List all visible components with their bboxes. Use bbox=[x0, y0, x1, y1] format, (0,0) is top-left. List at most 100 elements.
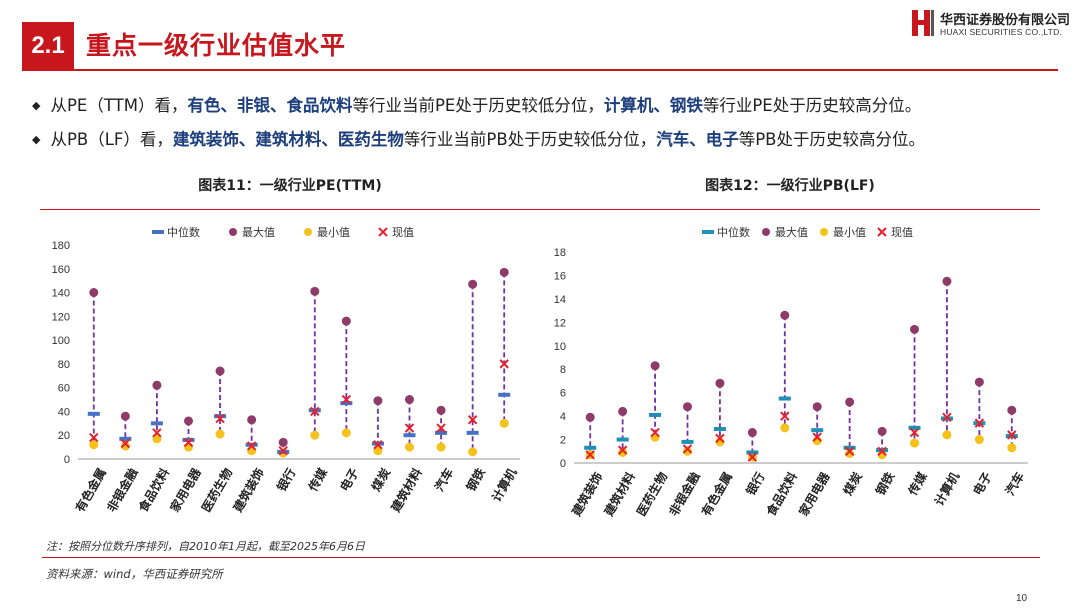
huaxi-logo-icon bbox=[912, 10, 934, 36]
current-mark bbox=[436, 423, 446, 433]
chart-note: 注：按照分位数升序排列，自2010年1月起，截至2025年6月6日 bbox=[46, 540, 365, 553]
median-mark bbox=[649, 412, 662, 417]
y-tick-label: 0 bbox=[64, 454, 70, 466]
legend-label: 最小值 bbox=[833, 226, 866, 239]
max-point bbox=[341, 316, 351, 326]
current-mark bbox=[341, 394, 352, 405]
x-category-label: 钢铁 bbox=[872, 469, 897, 497]
y-tick-label: 14 bbox=[554, 294, 566, 306]
max-point bbox=[877, 426, 887, 436]
current-mark bbox=[404, 423, 415, 433]
x-category-label: 家用电器 bbox=[795, 469, 832, 519]
bullet-pb-summary: ◆ 从PB（LF）看，建筑装饰、建筑材料、医药生物等行业当前PB处于历史较低分位，… bbox=[32, 126, 925, 150]
x-category-label: 传媒 bbox=[305, 465, 331, 495]
max-point bbox=[618, 406, 628, 416]
footer-divider bbox=[42, 557, 1040, 558]
chart-title-pb: 图表12：一级行业PB(LF) bbox=[705, 178, 875, 194]
current-mark bbox=[780, 411, 790, 421]
min-point bbox=[910, 438, 919, 448]
min-point bbox=[845, 449, 855, 459]
legend-max-marker bbox=[229, 228, 237, 236]
median-mark bbox=[182, 437, 195, 442]
current-mark bbox=[650, 427, 660, 438]
min-point bbox=[89, 440, 99, 450]
y-tick-label: 4 bbox=[560, 411, 566, 423]
current-mark bbox=[183, 437, 194, 448]
chart-title-pe: 图表11：一级行业PE(TTM) bbox=[198, 178, 382, 194]
max-point bbox=[499, 267, 509, 277]
legend-label: 中位数 bbox=[717, 225, 750, 239]
legend-label: 最大值 bbox=[242, 225, 275, 239]
bullet-text: 等PB处于历史较高分位。 bbox=[738, 130, 925, 149]
max-point bbox=[780, 310, 790, 320]
bullet-marker-icon: ◆ bbox=[32, 133, 41, 146]
y-tick-label: 20 bbox=[58, 430, 70, 442]
max-point bbox=[184, 416, 193, 426]
y-tick-label: 60 bbox=[58, 383, 70, 395]
current-mark bbox=[152, 428, 162, 438]
median-mark bbox=[843, 445, 856, 450]
current-mark bbox=[617, 445, 628, 455]
chart-panel-pb: 图表12：一级行业PB(LF) 中位数 最大值 最小值 现值 0 2 4 6 8 10 12 14 16… bbox=[540, 175, 1040, 565]
bullet-text: 从PB（LF）看， bbox=[50, 130, 173, 149]
header-divider bbox=[22, 69, 1058, 71]
current-mark bbox=[974, 418, 985, 428]
page-title: 重点一级行业估值水平 bbox=[86, 31, 347, 60]
y-tick-label: 2 bbox=[560, 435, 566, 447]
bullet-highlight-text: 有色、非银、食品饮料 bbox=[187, 96, 353, 115]
y-tick-label: 120 bbox=[52, 311, 70, 323]
x-category-label: 电子 bbox=[970, 469, 995, 497]
x-category-label: 钢铁 bbox=[463, 465, 488, 493]
max-point bbox=[715, 378, 725, 388]
x-category-label: 银行 bbox=[273, 465, 298, 493]
data-source: 资料来源：wind，华西证券研究所 bbox=[46, 567, 223, 581]
section-number: 2.1 bbox=[22, 22, 74, 70]
max-point bbox=[650, 361, 660, 371]
min-point bbox=[247, 446, 257, 456]
median-mark bbox=[214, 414, 227, 419]
max-point bbox=[974, 377, 984, 387]
min-point bbox=[341, 428, 351, 438]
current-mark bbox=[909, 427, 920, 438]
x-category-label: 医药生物 bbox=[633, 469, 670, 518]
median-mark bbox=[616, 437, 629, 442]
x-category-label: 非银金融 bbox=[104, 465, 141, 514]
max-point bbox=[215, 366, 225, 376]
median-mark bbox=[87, 411, 100, 416]
legend-item: 最小值 bbox=[820, 226, 866, 239]
max-point bbox=[310, 286, 320, 296]
y-tick-label: 12 bbox=[554, 317, 566, 329]
x-category-label: 食品饮料 bbox=[763, 469, 800, 519]
min-point bbox=[618, 447, 628, 457]
current-mark bbox=[942, 412, 952, 422]
max-point bbox=[812, 402, 822, 412]
legend-label: 现值 bbox=[392, 226, 414, 239]
min-point bbox=[468, 447, 478, 457]
y-tick-label: 18 bbox=[554, 247, 566, 259]
x-category-label: 银行 bbox=[743, 469, 768, 497]
company-logo: 华西证券股份有限公司 HUAXI SECURITIES CO.,LTD. bbox=[910, 8, 1070, 42]
bullet-highlight-text: 计算机、钢铁 bbox=[603, 96, 703, 115]
current-mark bbox=[585, 450, 595, 460]
legend-item: 最大值 bbox=[229, 225, 275, 239]
x-category-label: 有色金属 bbox=[698, 469, 735, 518]
current-mark bbox=[844, 446, 855, 456]
max-point bbox=[120, 411, 130, 421]
bullet-highlight-text: 建筑装饰、建筑材料、医药生物 bbox=[172, 130, 404, 149]
legend-max-marker bbox=[762, 228, 770, 236]
legend-item: 中位数 bbox=[702, 225, 750, 239]
current-mark bbox=[812, 432, 822, 442]
current-mark bbox=[1007, 430, 1017, 440]
median-mark bbox=[908, 425, 921, 430]
min-point bbox=[436, 442, 446, 452]
max-point bbox=[1007, 405, 1017, 415]
median-mark bbox=[340, 401, 353, 406]
current-mark bbox=[89, 432, 99, 443]
max-point bbox=[468, 279, 478, 289]
min-point bbox=[499, 418, 509, 428]
median-mark bbox=[403, 433, 416, 438]
bullet-text: 等行业PE处于历史较高分位。 bbox=[702, 96, 922, 115]
min-point bbox=[780, 423, 790, 433]
x-category-label: 建筑材料 bbox=[600, 469, 637, 519]
legend-item: 现值 bbox=[378, 226, 414, 239]
